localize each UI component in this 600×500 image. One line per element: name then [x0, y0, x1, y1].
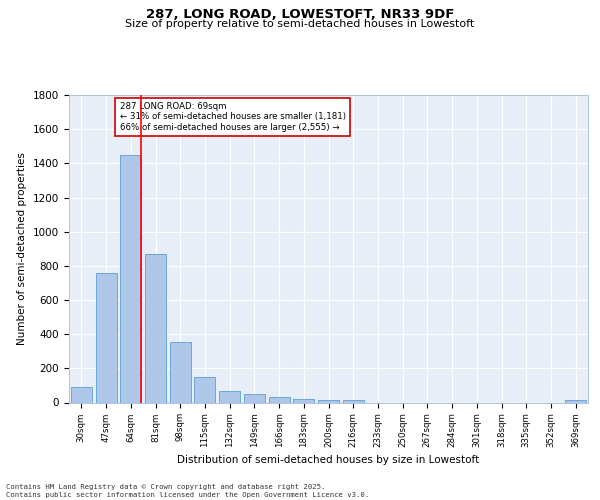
Bar: [170, 342, 191, 402]
Bar: [194, 377, 215, 402]
Bar: [71, 387, 92, 402]
Text: Contains HM Land Registry data © Crown copyright and database right 2025.
Contai: Contains HM Land Registry data © Crown c…: [6, 484, 369, 498]
Bar: [293, 399, 314, 402]
Bar: [565, 400, 586, 402]
Text: 287, LONG ROAD, LOWESTOFT, NR33 9DF: 287, LONG ROAD, LOWESTOFT, NR33 9DF: [146, 8, 454, 20]
Bar: [219, 390, 240, 402]
Bar: [343, 400, 364, 402]
Bar: [120, 155, 141, 402]
Bar: [95, 272, 116, 402]
Bar: [145, 254, 166, 402]
Bar: [318, 400, 339, 402]
Bar: [244, 394, 265, 402]
X-axis label: Distribution of semi-detached houses by size in Lowestoft: Distribution of semi-detached houses by …: [178, 456, 479, 466]
Bar: [269, 398, 290, 402]
Text: Size of property relative to semi-detached houses in Lowestoft: Size of property relative to semi-detach…: [125, 19, 475, 29]
Y-axis label: Number of semi-detached properties: Number of semi-detached properties: [17, 152, 28, 345]
Text: 287 LONG ROAD: 69sqm
← 31% of semi-detached houses are smaller (1,181)
66% of se: 287 LONG ROAD: 69sqm ← 31% of semi-detac…: [119, 102, 346, 132]
